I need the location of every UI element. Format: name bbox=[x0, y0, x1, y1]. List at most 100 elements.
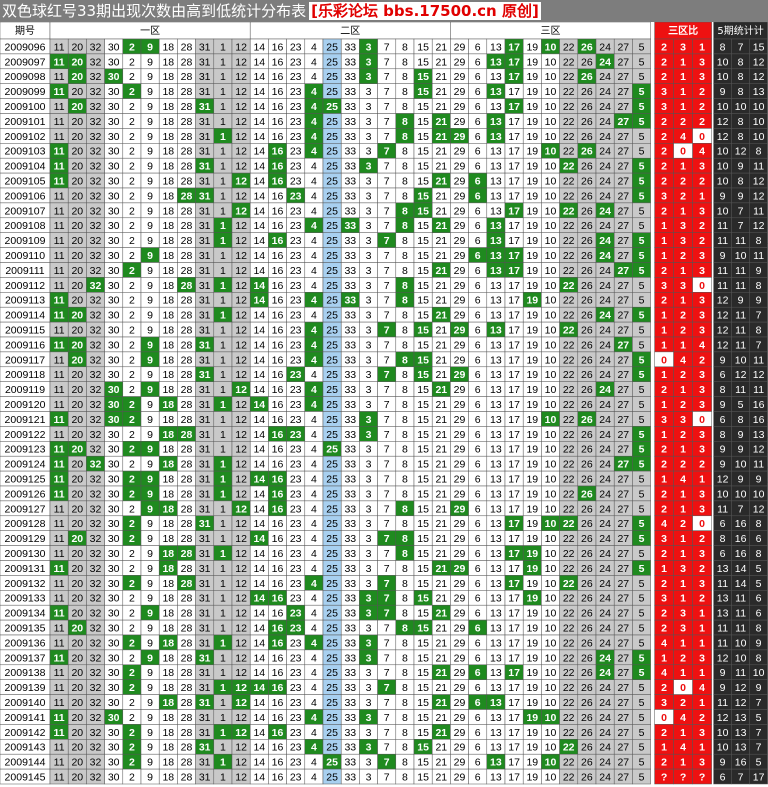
stats5-value: 6 bbox=[756, 533, 762, 545]
number-label: 6 bbox=[475, 742, 481, 754]
number-label: 19 bbox=[526, 56, 538, 68]
number-label: 8 bbox=[402, 667, 408, 679]
number-label: 14 bbox=[253, 608, 265, 620]
number-label: 21 bbox=[435, 146, 447, 158]
number-label: 14 bbox=[253, 548, 265, 560]
number-label: 28 bbox=[181, 146, 193, 158]
number-label: 26 bbox=[581, 429, 593, 441]
stats5-value: 12 bbox=[717, 295, 729, 307]
number-label: 4 bbox=[311, 518, 317, 530]
number-label: 8 bbox=[402, 146, 408, 158]
hit-number: 13 bbox=[490, 86, 502, 98]
number-label: 16 bbox=[272, 339, 284, 351]
number-label: 18 bbox=[162, 772, 174, 784]
hit-number: 10 bbox=[545, 757, 557, 769]
number-label: 9 bbox=[147, 712, 153, 724]
ratio-value: 3 bbox=[699, 429, 705, 441]
number-label: 15 bbox=[417, 41, 429, 53]
number-label: 3 bbox=[366, 190, 372, 202]
number-label: 10 bbox=[545, 86, 557, 98]
hit-number: 15 bbox=[417, 325, 429, 337]
number-label: 16 bbox=[272, 399, 284, 411]
ratio-value: 2 bbox=[661, 608, 667, 620]
number-label: 7 bbox=[384, 772, 390, 784]
number-label: 18 bbox=[162, 742, 174, 754]
number-label: 17 bbox=[508, 399, 520, 411]
number-label: 33 bbox=[344, 339, 356, 351]
number-label: 11 bbox=[54, 369, 65, 381]
number-label: 32 bbox=[90, 563, 102, 575]
number-label: 23 bbox=[290, 235, 302, 247]
ratio-value: 2 bbox=[680, 652, 686, 664]
number-label: 22 bbox=[563, 593, 575, 605]
number-label: 25 bbox=[326, 727, 338, 739]
hit-number: 23 bbox=[290, 623, 302, 635]
period-label: 2009114 bbox=[5, 310, 45, 322]
number-label: 30 bbox=[108, 146, 120, 158]
number-label: 12 bbox=[235, 608, 247, 620]
ratio-value: 1 bbox=[699, 474, 705, 486]
number-label: 4 bbox=[311, 235, 317, 247]
period-label: 2009127 bbox=[5, 503, 46, 515]
number-label: 15 bbox=[417, 161, 429, 173]
number-label: 8 bbox=[402, 637, 408, 649]
number-label: 17 bbox=[508, 727, 520, 739]
number-label: 16 bbox=[272, 652, 284, 664]
hit-number: 11 bbox=[54, 563, 65, 575]
number-label: 30 bbox=[108, 339, 120, 351]
number-label: 12 bbox=[235, 712, 247, 724]
number-label: 8 bbox=[402, 190, 408, 202]
number-label: 27 bbox=[617, 280, 629, 292]
hit-number: 2 bbox=[129, 578, 135, 590]
number-label: 28 bbox=[181, 384, 193, 396]
number-label: 19 bbox=[526, 518, 538, 530]
hit-number: 15 bbox=[417, 86, 429, 98]
number-label: 27 bbox=[617, 712, 629, 724]
number-label: 6 bbox=[475, 265, 481, 277]
number-label: 31 bbox=[199, 41, 211, 53]
number-label: 24 bbox=[599, 742, 611, 754]
number-label: 14 bbox=[253, 176, 265, 188]
hit-number: 1 bbox=[220, 548, 226, 560]
ratio-value: 3 bbox=[699, 488, 705, 500]
number-label: 3 bbox=[366, 325, 372, 337]
stats5-value: 11 bbox=[735, 623, 746, 635]
hit-number: 32 bbox=[90, 459, 102, 471]
number-label: 16 bbox=[272, 667, 284, 679]
number-label: 24 bbox=[599, 459, 611, 471]
number-label: 2 bbox=[129, 712, 135, 724]
number-label: 30 bbox=[108, 250, 120, 262]
number-label: 26 bbox=[581, 712, 593, 724]
ratio-value: 2 bbox=[661, 146, 667, 158]
number-label: 22 bbox=[563, 429, 575, 441]
hit-number: 19 bbox=[526, 295, 538, 307]
number-label: 6 bbox=[475, 354, 481, 366]
number-label: 14 bbox=[253, 116, 265, 128]
hit-number: 15 bbox=[417, 190, 429, 202]
hit-number: 17 bbox=[508, 578, 520, 590]
number-label: 25 bbox=[326, 190, 338, 202]
hit-number: 4 bbox=[311, 399, 317, 411]
hit-number: 17 bbox=[508, 518, 520, 530]
number-label: 2 bbox=[129, 116, 135, 128]
hit-number: 11 bbox=[54, 474, 65, 486]
ratio-value: 3 bbox=[661, 414, 667, 426]
number-label: 33 bbox=[344, 533, 356, 545]
number-label: 21 bbox=[435, 533, 447, 545]
number-label: 18 bbox=[162, 667, 174, 679]
number-label: 18 bbox=[162, 339, 174, 351]
hit-number: 2 bbox=[129, 399, 135, 411]
ratio-value: ? bbox=[680, 772, 686, 784]
number-label: 16 bbox=[272, 548, 284, 560]
number-label: 5 bbox=[639, 637, 645, 649]
number-label: 19 bbox=[526, 429, 538, 441]
number-label: 33 bbox=[344, 280, 356, 292]
ratio-value: 2 bbox=[661, 503, 667, 515]
hit-number: 9 bbox=[147, 488, 153, 500]
number-label: 12 bbox=[235, 474, 247, 486]
hit-number: 31 bbox=[199, 101, 211, 113]
hit-number: 9 bbox=[147, 652, 153, 664]
number-label: 28 bbox=[181, 339, 193, 351]
number-label: 16 bbox=[272, 86, 284, 98]
number-label: 5 bbox=[639, 608, 645, 620]
